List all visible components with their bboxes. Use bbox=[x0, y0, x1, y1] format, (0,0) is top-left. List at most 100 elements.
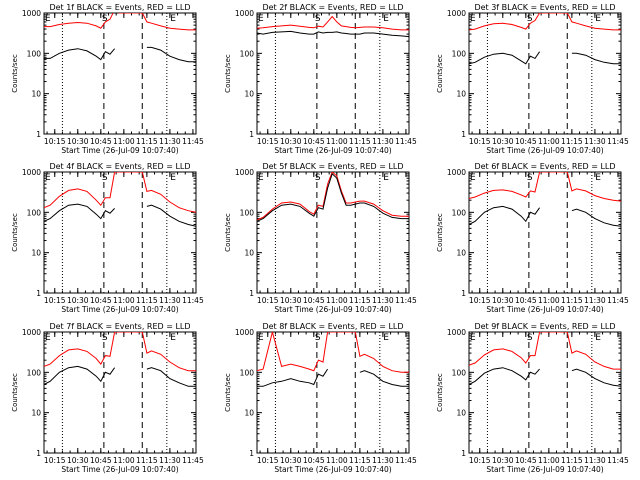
x-tick-label: 10:30 bbox=[67, 296, 89, 305]
y-tick-label: 1 bbox=[249, 130, 254, 139]
x-tick-label: 10:45 bbox=[303, 137, 325, 146]
y-tick-label: 100 bbox=[27, 49, 42, 58]
y-tick-label: 1000 bbox=[447, 9, 466, 18]
x-tick-label: 10:45 bbox=[303, 456, 325, 465]
x-tick-label: 10:30 bbox=[280, 137, 302, 146]
x-tick-label: 11:30 bbox=[372, 456, 394, 465]
x-axis-label: Start Time (26-Jul-09 10:07:40) bbox=[61, 146, 178, 155]
x-tick-label: 11:00 bbox=[538, 296, 560, 305]
x-tick-label: 11:15 bbox=[561, 296, 583, 305]
s-marker-label: S bbox=[315, 173, 321, 183]
x-axis-label: Start Time (26-Jul-09 10:07:40) bbox=[61, 465, 178, 474]
y-tick-label: 1 bbox=[461, 289, 466, 298]
y-tick-label: 10 bbox=[31, 249, 41, 258]
e-marker-label: E bbox=[170, 14, 176, 24]
x-tick-label: 11:00 bbox=[113, 296, 135, 305]
y-tick-label: 100 bbox=[452, 49, 467, 58]
x-tick-label: 11:00 bbox=[113, 456, 135, 465]
x-tick-label: 10:30 bbox=[492, 296, 514, 305]
e-marker-label: E bbox=[170, 173, 176, 183]
x-tick-label: 11:15 bbox=[561, 137, 583, 146]
x-axis-label: Start Time (26-Jul-09 10:07:40) bbox=[274, 465, 391, 474]
x-tick-label: 11:30 bbox=[584, 296, 606, 305]
x-tick-label: 10:15 bbox=[257, 296, 279, 305]
x-tick-label: 10:30 bbox=[67, 456, 89, 465]
chart-panel: Det 1f BLACK = Events, RED = LLD 1 10 100 10… bbox=[11, 3, 204, 155]
plot-frame bbox=[256, 12, 410, 135]
events-series-line bbox=[257, 30, 409, 38]
x-tick-label: 10:30 bbox=[492, 456, 514, 465]
chart-panel: Det 7f BLACK = Events, RED = LLD 1 10 100 10… bbox=[11, 322, 204, 474]
events-series-line bbox=[469, 367, 540, 385]
y-axis-label: Counts/sec bbox=[11, 213, 19, 252]
x-axis-label: Start Time (26-Jul-09 10:07:40) bbox=[486, 146, 603, 155]
x-tick-label: 11:45 bbox=[395, 296, 417, 305]
events-series-line bbox=[359, 370, 409, 387]
lld-series-line bbox=[469, 172, 621, 202]
s-marker-label: S bbox=[102, 14, 108, 24]
events-series-line bbox=[44, 48, 115, 61]
x-tick-label: 10:45 bbox=[90, 456, 112, 465]
x-tick-label: 11:15 bbox=[136, 137, 158, 146]
s-marker-label: S bbox=[527, 333, 533, 343]
x-tick-label: 11:45 bbox=[395, 456, 417, 465]
x-tick-label: 10:30 bbox=[492, 137, 514, 146]
events-series-line bbox=[257, 368, 329, 387]
chart-title: Det 4f BLACK = Events, RED = LLD bbox=[49, 162, 190, 171]
y-tick-label: 1000 bbox=[447, 328, 466, 337]
events-series-line bbox=[44, 203, 115, 222]
y-tick-label: 100 bbox=[27, 368, 42, 377]
y-tick-label: 100 bbox=[240, 208, 255, 217]
x-tick-label: 10:15 bbox=[44, 456, 66, 465]
e-marker-label: E bbox=[258, 14, 264, 24]
x-tick-label: 11:00 bbox=[113, 137, 135, 146]
e-marker-label: E bbox=[470, 14, 476, 24]
x-tick-label: 11:45 bbox=[182, 296, 204, 305]
y-tick-label: 1 bbox=[461, 130, 466, 139]
chart-panel: Det 6f BLACK = Events, RED = LLD 1 10 100 10… bbox=[436, 162, 629, 314]
x-tick-label: 11:30 bbox=[372, 137, 394, 146]
chart-panel: Det 4f BLACK = Events, RED = LLD 1 10 100 10… bbox=[11, 162, 204, 314]
x-tick-label: 10:45 bbox=[515, 137, 537, 146]
chart-title: Det 1f BLACK = Events, RED = LLD bbox=[49, 3, 190, 12]
lld-series-line bbox=[469, 13, 621, 31]
y-tick-label: 100 bbox=[452, 208, 467, 217]
y-tick-label: 10 bbox=[244, 409, 254, 418]
chart-title: Det 5f BLACK = Events, RED = LLD bbox=[262, 162, 403, 171]
x-tick-label: 11:00 bbox=[538, 137, 560, 146]
lld-series-line bbox=[257, 172, 409, 221]
y-tick-label: 1000 bbox=[22, 328, 41, 337]
x-tick-label: 10:15 bbox=[469, 137, 491, 146]
y-tick-label: 1 bbox=[461, 449, 466, 458]
x-tick-label: 10:15 bbox=[257, 137, 279, 146]
x-tick-label: 11:00 bbox=[326, 137, 348, 146]
x-tick-label: 11:15 bbox=[349, 137, 371, 146]
events-series-line bbox=[571, 208, 621, 227]
chart-title: Det 9f BLACK = Events, RED = LLD bbox=[474, 322, 615, 331]
y-tick-label: 10 bbox=[31, 409, 41, 418]
y-tick-label: 1000 bbox=[22, 168, 41, 177]
y-tick-label: 10 bbox=[244, 90, 254, 99]
y-tick-label: 10 bbox=[31, 90, 41, 99]
events-series-line bbox=[571, 52, 621, 65]
x-tick-label: 11:30 bbox=[159, 456, 181, 465]
lld-series-line bbox=[257, 332, 409, 373]
x-tick-label: 11:30 bbox=[584, 456, 606, 465]
s-marker-label: S bbox=[102, 173, 108, 183]
e-marker-label: E bbox=[595, 14, 601, 24]
events-series-line bbox=[146, 204, 196, 227]
x-tick-label: 10:45 bbox=[90, 296, 112, 305]
y-tick-label: 1 bbox=[36, 130, 41, 139]
x-tick-label: 10:30 bbox=[280, 296, 302, 305]
y-tick-label: 1 bbox=[36, 449, 41, 458]
events-series-line bbox=[146, 367, 196, 387]
y-axis-label: Counts/sec bbox=[436, 373, 444, 412]
y-tick-label: 1000 bbox=[235, 168, 254, 177]
y-tick-label: 1 bbox=[249, 449, 254, 458]
e-marker-label: E bbox=[45, 173, 51, 183]
x-tick-label: 10:15 bbox=[44, 296, 66, 305]
chart-title: Det 3f BLACK = Events, RED = LLD bbox=[474, 3, 615, 12]
y-axis-label: Counts/sec bbox=[224, 54, 232, 93]
e-marker-label: E bbox=[470, 173, 476, 183]
